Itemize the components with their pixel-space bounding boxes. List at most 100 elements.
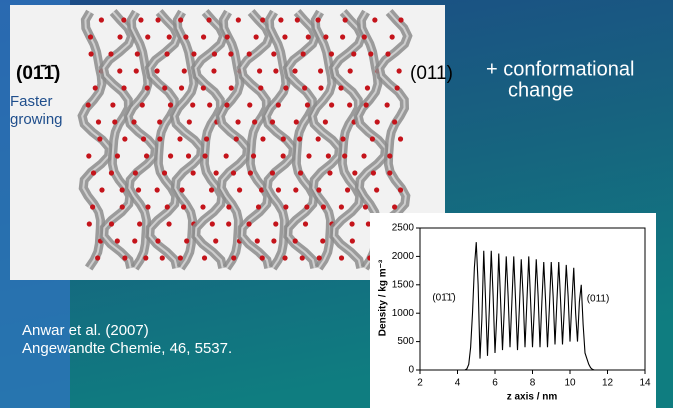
y-tick-label: 0	[408, 365, 414, 376]
atom	[316, 136, 321, 141]
atom	[349, 221, 354, 226]
atom	[191, 170, 196, 175]
x-tick-label: 12	[602, 378, 614, 389]
atom	[143, 255, 148, 260]
atom	[115, 238, 120, 243]
x-tick-label: 4	[455, 378, 461, 389]
citation: Anwar et al. (2007)	[22, 322, 149, 339]
atom	[225, 34, 230, 39]
atom	[294, 119, 299, 124]
atom	[200, 204, 205, 209]
atom	[204, 136, 209, 141]
atom	[361, 153, 366, 158]
atom	[327, 170, 332, 175]
atom	[201, 85, 206, 90]
atom	[347, 102, 352, 107]
atom	[202, 255, 207, 260]
atom	[229, 85, 234, 90]
atom	[397, 68, 402, 73]
atom	[191, 51, 196, 56]
atom	[212, 51, 217, 56]
atom	[370, 136, 375, 141]
atom	[282, 34, 287, 39]
atom	[256, 204, 261, 209]
atom	[283, 204, 288, 209]
atom	[145, 85, 150, 90]
atom	[88, 34, 93, 39]
atom	[211, 68, 216, 73]
atom	[276, 187, 281, 192]
atom	[132, 238, 137, 243]
atom	[99, 17, 104, 22]
atom	[226, 221, 231, 226]
atom	[226, 204, 231, 209]
atom	[363, 204, 368, 209]
atom	[293, 187, 298, 192]
atom	[340, 136, 345, 141]
atom	[398, 136, 403, 141]
atom	[178, 17, 183, 22]
atom	[235, 119, 240, 124]
atom	[120, 187, 125, 192]
atom	[276, 102, 281, 107]
atom	[179, 85, 184, 90]
x-axis-title: z axis / nm	[507, 392, 558, 403]
atom	[338, 85, 343, 90]
atom	[246, 221, 251, 226]
atom	[385, 102, 390, 107]
atom	[214, 170, 219, 175]
atom	[342, 153, 347, 158]
atom	[135, 51, 140, 56]
atom	[345, 187, 350, 192]
atom	[303, 221, 308, 226]
face-label: (01̄1̄)	[16, 63, 60, 84]
atom	[260, 17, 265, 22]
atom	[281, 153, 286, 158]
atom	[318, 68, 323, 73]
atom	[305, 102, 310, 107]
atom	[365, 85, 370, 90]
annotation: (01̄1̄)	[432, 293, 455, 304]
atom	[323, 34, 328, 39]
atom	[160, 255, 165, 260]
atom	[86, 153, 91, 158]
atom	[181, 204, 186, 209]
x-tick-label: 8	[530, 378, 536, 389]
atom	[87, 221, 92, 226]
atom	[295, 17, 300, 22]
atom	[364, 102, 369, 107]
slide: (01̄1̄) Faster growing (011) + conformat…	[0, 0, 673, 408]
atom	[270, 170, 275, 175]
atom	[257, 68, 262, 73]
atom	[155, 187, 160, 192]
atom	[145, 204, 150, 209]
atom	[117, 68, 122, 73]
atom	[372, 17, 377, 22]
atom	[273, 68, 278, 73]
atom	[122, 255, 127, 260]
atom	[387, 153, 392, 158]
atom	[392, 204, 397, 209]
atom	[110, 102, 115, 107]
atom	[255, 238, 260, 243]
atom	[93, 85, 98, 90]
atom	[339, 255, 344, 260]
atom	[271, 51, 276, 56]
atom	[166, 221, 171, 226]
atom	[190, 102, 195, 107]
face-label: (011)	[410, 63, 453, 84]
atom	[301, 51, 306, 56]
y-axis-title: Density / kg m⁻³	[378, 259, 389, 336]
atom	[340, 34, 345, 39]
atom	[343, 17, 348, 22]
atom	[281, 136, 286, 141]
atom	[167, 34, 172, 39]
atom	[317, 255, 322, 260]
atom	[86, 102, 91, 107]
atom	[155, 17, 160, 22]
slide-canvas: (01̄1̄) Faster growing (011) + conformat…	[0, 0, 673, 408]
atom	[121, 17, 126, 22]
atom	[95, 255, 100, 260]
atom	[362, 34, 367, 39]
y-tick-label: 2500	[392, 223, 415, 234]
